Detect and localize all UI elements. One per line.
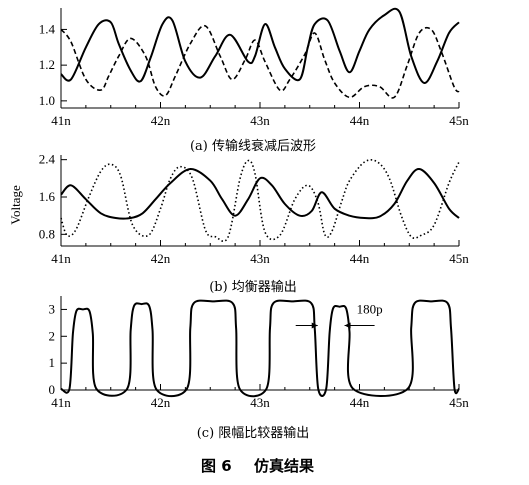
x-tick-label: 45n xyxy=(449,251,469,266)
ylabel-b: Voltage xyxy=(8,185,23,225)
series-line-solid xyxy=(60,168,460,220)
y-tick-label: 2.4 xyxy=(39,152,56,167)
annotation-label: 180p xyxy=(357,302,383,317)
panel-a: 41n 42n 43n 44n 45n 1.0 1.2 1.4 xyxy=(39,7,469,128)
y-tick-label: 2 xyxy=(49,328,56,343)
figure-title: 仿真结果 xyxy=(254,457,315,475)
y-tick-label: 1.2 xyxy=(39,57,55,72)
y-tick-label: 1.4 xyxy=(39,21,56,36)
x-tick-label: 45n xyxy=(449,113,469,128)
x-tick-label: 43n xyxy=(250,395,270,410)
x-tick-label: 41n xyxy=(51,113,71,128)
y-tick-label: 1 xyxy=(49,355,56,370)
y-tick-label: 1.6 xyxy=(39,189,56,204)
x-tick-label: 42n xyxy=(151,251,171,266)
caption-c: (c) 限幅比较器输出 xyxy=(197,425,310,441)
series-line-dotted xyxy=(60,159,460,243)
series-line-solid xyxy=(60,299,460,398)
annotation-arrowhead-left xyxy=(311,322,318,329)
y-tick-label: 0.8 xyxy=(39,226,55,241)
x-tick-label: 41n xyxy=(51,251,71,266)
panel-c: 41n 42n 43n 44n 45n 0 1 2 3 180p xyxy=(49,296,469,410)
x-tick-label: 43n xyxy=(250,113,270,128)
series-line-dashed xyxy=(60,24,460,99)
x-tick-label: 41n xyxy=(51,395,71,410)
figure-number: 图 6 xyxy=(201,457,232,475)
y-tick-label: 0 xyxy=(49,382,56,397)
annotation-arrowhead-right xyxy=(344,322,351,329)
x-tick-label: 44n xyxy=(350,113,370,128)
x-tick-label: 42n xyxy=(151,395,171,410)
y-tick-label: 3 xyxy=(49,301,56,316)
series-line-solid xyxy=(60,7,460,84)
x-tick-label: 43n xyxy=(250,251,270,266)
x-tick-label: 42n xyxy=(151,113,171,128)
caption-a: (a) 传输线衰减后波形 xyxy=(190,138,316,154)
x-tick-label: 44n xyxy=(350,395,370,410)
caption-b: (b) 均衡器输出 xyxy=(209,279,297,295)
x-tick-label: 44n xyxy=(350,251,370,266)
y-tick-label: 1.0 xyxy=(39,93,55,108)
x-tick-label: 45n xyxy=(449,395,469,410)
panel-b: 41n 42n 43n 44n 45n 0.8 1.6 2.4 xyxy=(39,152,470,266)
